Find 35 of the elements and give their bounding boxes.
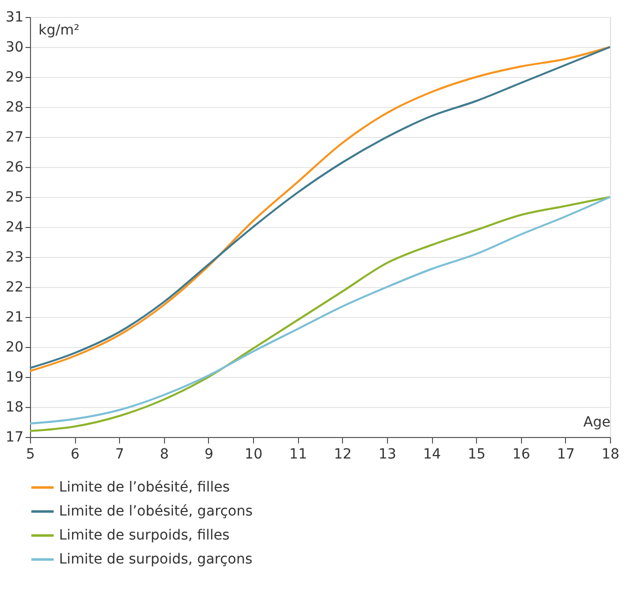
y-tick-label: 29 [6,70,24,86]
y-tick-label: 21 [6,310,24,326]
x-tick-label: 16 [512,446,530,462]
x-tick-label: 9 [204,446,214,462]
x-tick-label: 8 [160,446,169,462]
y-tick-label: 23 [6,250,24,266]
legend-label: Limite de l’obésité, garçons [59,504,253,520]
x-tick-label: 15 [468,446,486,462]
x-tick-label: 7 [115,446,124,462]
y-tick-label: 30 [6,40,24,56]
x-axis-title: Age [583,414,610,430]
y-tick-label: 22 [6,280,24,296]
x-tick-label: 11 [289,446,308,462]
y-tick-label: 20 [6,340,24,356]
y-tick-label: 26 [6,160,24,176]
y-tick-label: 31 [6,10,24,26]
x-tick-label: 13 [378,446,396,462]
y-tick-label: 24 [6,220,24,236]
y-tick-label: 25 [6,190,24,206]
x-tick-label: 18 [602,446,620,462]
x-tick-label: 10 [244,446,262,462]
legend-label: Limite de surpoids, filles [59,528,230,544]
x-tick-label: 12 [334,446,352,462]
y-tick-label: 28 [6,100,24,116]
y-tick-label: 17 [6,430,24,446]
x-tick-label: 14 [423,446,442,462]
y-axis-title: kg/m² [38,22,80,38]
x-tick-label: 6 [70,446,80,462]
x-tick-label: 5 [26,446,35,462]
y-tick-label: 27 [6,130,24,146]
y-tick-label: 19 [6,370,24,386]
y-tick-label: 18 [6,400,24,416]
legend-label: Limite de l’obésité, filles [59,480,230,496]
x-tick-label: 17 [556,446,575,462]
legend-label: Limite de surpoids, garçons [59,552,252,568]
